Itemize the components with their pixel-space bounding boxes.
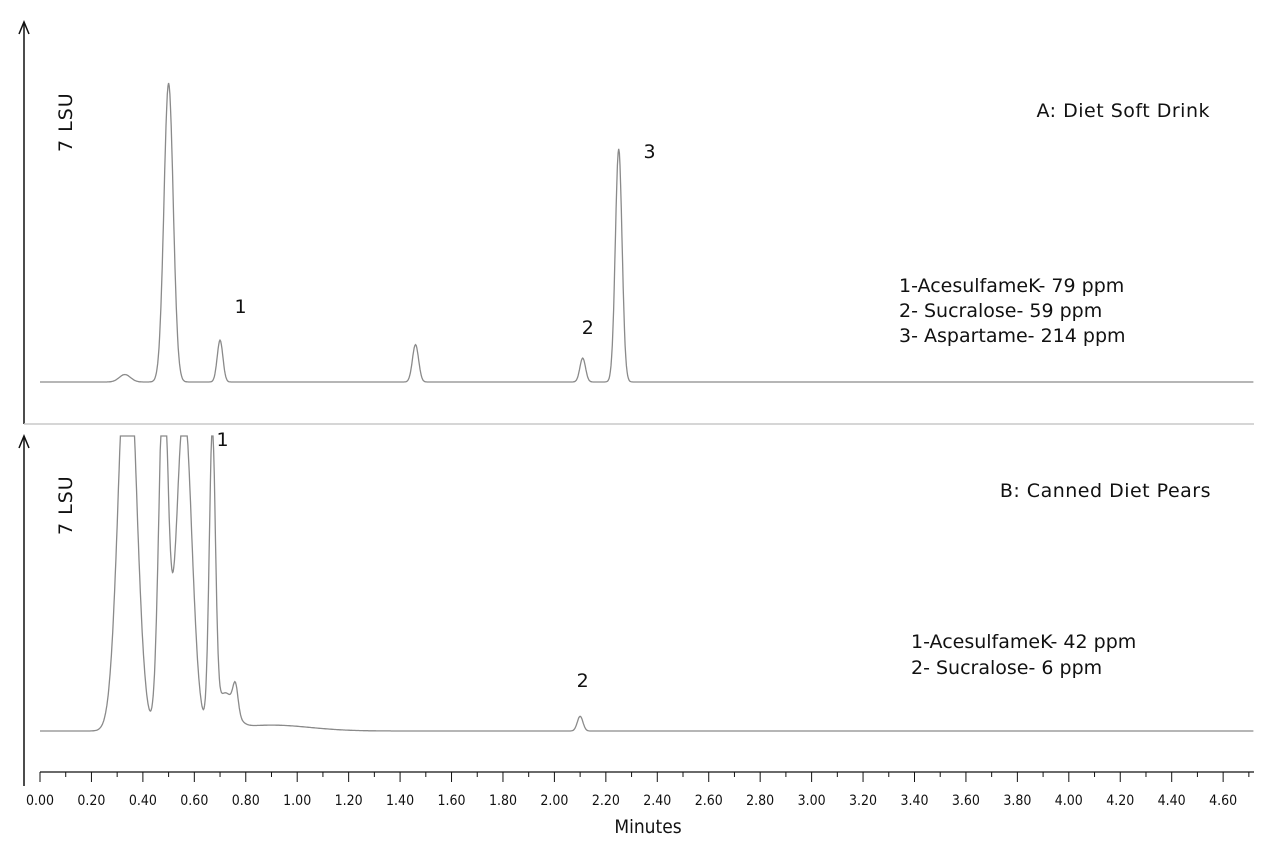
x-tick-label: 4.00 [1055,793,1083,809]
x-ticks: 0.00 0.20 0.40 0.60 0.80 1.00 1.20 1.40 1.60 1.80… [26,772,1250,809]
x-tick-label: 1.80 [489,793,517,809]
x-tick-label: 0.80 [232,793,260,809]
panel-b-title: B: Canned Diet Pears [1000,480,1211,502]
x-tick-label: 2.00 [540,793,568,809]
panel-a-title: A: Diet Soft Drink [1037,100,1211,122]
x-tick-label: 1.40 [386,793,414,809]
panel-b-y-label: 7 LSU [55,475,77,535]
x-tick-label: 2.60 [695,793,723,809]
x-tick-label: 4.40 [1158,793,1186,809]
panel-a-peak-label-2: 2 [582,317,594,339]
x-tick-label: 1.20 [335,793,363,809]
traces [40,82,1254,732]
panel-b-legend-entry-2: 2- Sucralose- 6 ppm [911,657,1102,679]
panel-a-trace [40,82,1254,383]
panel-b-peak-label-1: 1 [217,429,229,451]
panel-a-legend-entry-3: 3- Aspartame- 214 ppm [899,325,1126,347]
axes [18,20,1254,786]
x-tick-label: 0.00 [26,793,54,809]
panel-b-y-arrow [18,434,30,449]
x-tick-label: 3.60 [952,793,980,809]
x-tick-label: 4.60 [1209,793,1237,809]
panel-b-legend: 1-AcesulfameK- 42 ppm 2- Sucralose- 6 pp… [911,631,1136,679]
panel-a-y-arrow [18,20,30,35]
x-tick-label: 0.60 [180,793,208,809]
panel-a-legend: 1-AcesulfameK- 79 ppm 2- Sucralose- 59 p… [899,275,1126,347]
panel-a-y-label: 7 LSU [55,92,77,152]
x-tick-label: 1.60 [438,793,466,809]
x-tick-label: 0.40 [129,793,157,809]
panel-a-peak-label-1: 1 [235,296,247,318]
x-tick-label: 2.20 [592,793,620,809]
panel-b-legend-entry-1: 1-AcesulfameK- 42 ppm [911,631,1136,653]
x-axis-label: Minutes [614,816,681,838]
x-tick-label: 3.20 [849,793,877,809]
panel-a-legend-entry-2: 2- Sucralose- 59 ppm [899,300,1102,322]
x-tick-label: 2.80 [746,793,774,809]
x-tick-label: 4.20 [1106,793,1134,809]
x-tick-label: 3.40 [900,793,928,809]
panel-a-peak-label-3: 3 [644,141,656,163]
peak-labels: 1 2 3 1 2 [217,141,656,692]
x-tick-label: 3.80 [1003,793,1031,809]
x-tick-label: 2.40 [643,793,671,809]
x-tick-label: 0.20 [77,793,105,809]
panel-a-legend-entry-1: 1-AcesulfameK- 79 ppm [899,275,1124,297]
x-tick-label: 3.00 [798,793,826,809]
panel-b-trace [40,435,1254,732]
panel-b-peak-label-2: 2 [577,670,589,692]
x-tick-label: 1.00 [283,793,311,809]
